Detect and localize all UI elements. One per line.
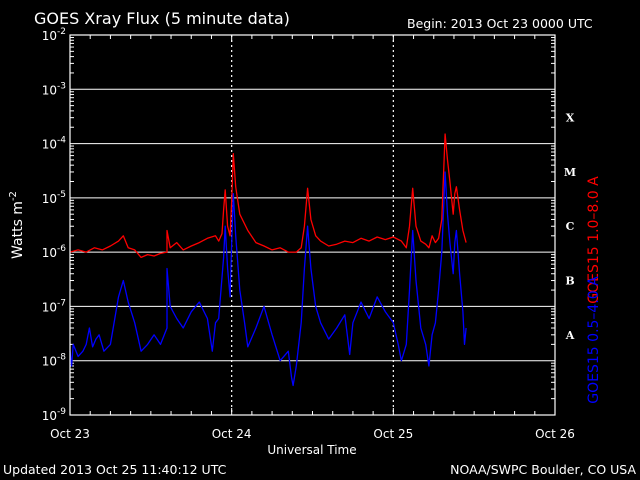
flare-class-label: B [565,275,574,288]
series-layer [69,133,467,387]
flare-class-label: X [566,112,575,125]
y-tick-exponent: -3 [57,81,66,91]
begin-label: Begin: 2013 Oct 23 0000 UTC [407,16,593,31]
y-tick-base: 10 [42,192,57,206]
flare-class-label: M [564,166,576,179]
y-tick-label: 10-9 [42,407,67,423]
series-line-long-channel [69,133,467,259]
y-tick-label: 10-6 [42,244,67,260]
y-tick-exponent: -4 [57,136,66,146]
flare-class-label: A [565,329,575,342]
x-tick-label: Oct 26 [535,427,575,441]
y-tick-label: 10-3 [42,81,66,97]
x-tick-labels: Oct 23 Oct 24 Oct 25 Oct 26 [50,427,575,441]
y-tick-label: 10-2 [42,27,66,43]
flare-class-labels: X M C B A [564,112,576,342]
y-tick-base: 10 [42,300,57,314]
x-axis-label: Universal Time [267,443,356,457]
legend-short-channel: GOES15 0.5–4.0 A [586,276,602,404]
y-tick-labels: 10-210-310-410-510-610-710-810-9 [42,27,67,423]
y-tick-exponent: -8 [57,353,66,363]
y-tick-base: 10 [42,409,57,423]
updated-timestamp: Updated 2013 Oct 25 11:40:12 UTC [3,462,227,477]
series-line-short-channel [69,171,467,387]
y-tick-label: 10-5 [42,190,66,206]
x-tick-label: Oct 24 [212,427,252,441]
y-tick-label: 10-7 [42,298,66,314]
y-tick-base: 10 [42,29,57,43]
y-tick-exponent: -5 [57,190,66,200]
plot-frame [69,34,556,416]
y-tick-exponent: -2 [57,27,66,37]
y-tick-exponent: -7 [57,298,66,308]
y-tick-label: 10-4 [42,136,67,152]
y-axis-label-text: Watts m [10,201,26,259]
x-tick-label: Oct 23 [50,427,90,441]
credit-label: NOAA/SWPC Boulder, CO USA [450,462,636,477]
y-axis-label-exponent: -2 [8,191,19,201]
y-tick-base: 10 [42,246,57,260]
y-tick-label: 10-8 [42,353,67,369]
y-tick-base: 10 [42,138,57,152]
y-tick-base: 10 [42,83,57,97]
chart-title: GOES Xray Flux (5 minute data) [34,9,290,28]
flare-class-label: C [566,220,575,233]
x-tick-label: Oct 25 [373,427,413,441]
y-axis-label: Watts m-2 [8,191,26,259]
y-tick-exponent: -6 [57,244,66,254]
y-tick-exponent: -9 [57,407,66,417]
y-tick-base: 10 [42,355,57,369]
legend-long-channel: GOES15 1.0–8.0 A [586,176,602,304]
